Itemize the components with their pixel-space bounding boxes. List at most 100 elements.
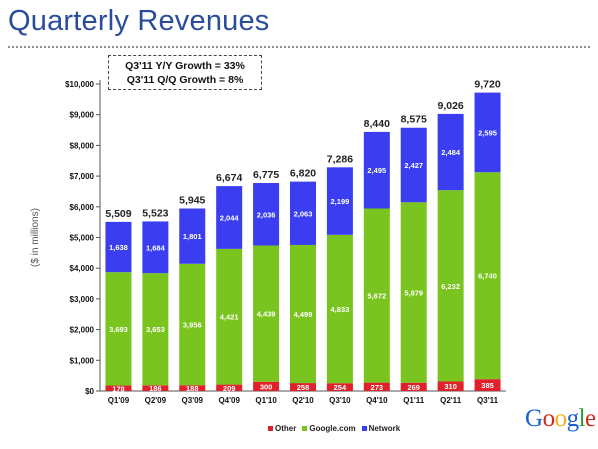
bar-network — [105, 221, 132, 273]
bar-google-com — [474, 172, 501, 380]
bar-network — [474, 92, 501, 173]
data-label-network: 1,801 — [183, 232, 202, 241]
total-label: 5,509 — [105, 208, 131, 220]
google-logo: Google — [525, 405, 596, 433]
bar-network — [437, 113, 464, 191]
legend-swatch-other — [268, 426, 273, 431]
logo-letter: e — [585, 405, 596, 432]
data-label-google-com: 3,956 — [183, 321, 202, 330]
y-tick-label: $0 — [85, 387, 94, 396]
y-tick-label: $6,000 — [70, 203, 95, 212]
data-label-google-com: 3,693 — [109, 325, 128, 334]
bar-google-com — [290, 244, 316, 384]
bar-other — [179, 385, 206, 391]
data-label-network: 2,595 — [478, 128, 497, 137]
y-tick-label: $1,000 — [70, 356, 95, 365]
legend-label-network: Network — [368, 424, 401, 433]
legend: Other Google.com Network — [268, 424, 400, 433]
total-label: 5,523 — [142, 207, 168, 219]
bar-other — [326, 383, 353, 391]
total-label: 6,674 — [216, 172, 242, 184]
x-tick-label: Q1'11 — [403, 396, 425, 405]
x-tick-label: Q3'10 — [329, 396, 351, 405]
logo-letter: G — [525, 405, 543, 432]
y-tick-label: $9,000 — [70, 111, 95, 120]
total-label: 6,820 — [290, 168, 316, 180]
bar-other — [105, 385, 132, 391]
bar-network — [253, 183, 280, 246]
data-label-other: 310 — [444, 382, 457, 391]
data-label-other: 186 — [149, 384, 162, 393]
bar-network — [179, 208, 206, 264]
legend-swatch-google-com — [302, 426, 308, 431]
y-tick-label: $8,000 — [70, 141, 95, 150]
legend-label-google-com: Google.com — [309, 424, 356, 433]
data-label-other: 273 — [371, 383, 384, 392]
data-label-network: 2,063 — [294, 209, 313, 218]
x-tick-label: Q2'10 — [292, 396, 314, 405]
data-label-other: 269 — [407, 383, 420, 392]
y-tick-label: $7,000 — [70, 172, 95, 181]
data-label-network: 2,427 — [404, 161, 423, 170]
bar-network — [216, 186, 243, 249]
data-label-other: 385 — [481, 381, 494, 390]
bar-other — [363, 382, 390, 391]
legend-swatch-network — [361, 426, 367, 431]
data-label-other: 178 — [112, 384, 125, 393]
bar-google-com — [216, 248, 243, 385]
total-label: 7,286 — [327, 153, 353, 165]
data-label-google-com: 6,740 — [478, 272, 497, 281]
data-label-google-com: 4,421 — [220, 313, 239, 322]
total-label: 5,945 — [179, 194, 205, 206]
data-label-network: 1,684 — [146, 243, 166, 252]
data-label-other: 258 — [297, 383, 310, 392]
bar-network — [400, 127, 427, 203]
data-label-other: 254 — [334, 383, 347, 392]
x-tick-label: Q3'09 — [182, 396, 204, 405]
x-tick-label: Q1'09 — [108, 396, 130, 405]
data-label-network: 2,199 — [331, 197, 350, 206]
y-tick-label: $10,000 — [65, 80, 94, 89]
data-label-other: 209 — [223, 384, 236, 393]
qoq-growth-text: Q3'11 Q/Q Growth = 8% — [126, 74, 244, 86]
total-label: 6,775 — [253, 169, 279, 181]
logo-letter: g — [566, 405, 580, 432]
bar-google-com — [437, 190, 464, 382]
y-tick-label: $5,000 — [70, 234, 95, 243]
y-tick-label: $2,000 — [70, 326, 95, 335]
bar-network — [142, 221, 169, 274]
data-label-google-com: 4,499 — [294, 310, 313, 319]
y-tick-label: $3,000 — [70, 295, 95, 304]
x-tick-label: Q3'11 — [477, 396, 499, 405]
x-tick-label: Q4'10 — [366, 396, 388, 405]
data-label-network: 2,484 — [441, 148, 461, 157]
data-label-google-com: 3,653 — [146, 325, 165, 334]
data-label-other: 300 — [260, 382, 273, 391]
total-label: 9,720 — [474, 79, 500, 91]
bar-network — [290, 181, 316, 245]
x-tick-label: Q2'11 — [440, 396, 462, 405]
bar-google-com — [105, 272, 132, 386]
x-tick-label: Q4'09 — [218, 396, 240, 405]
bar-google-com — [142, 273, 169, 386]
data-label-google-com: 5,879 — [404, 288, 423, 297]
data-label-network: 2,044 — [220, 213, 240, 222]
x-tick-label: Q1'10 — [255, 396, 277, 405]
bar-other — [290, 383, 316, 391]
bar-other — [437, 381, 464, 391]
data-label-network: 2,495 — [367, 166, 386, 175]
growth-annotation: Q3'11 Y/Y Growth = 33% Q3'11 Q/Q Growth … — [108, 55, 262, 90]
x-tick-label: Q2'09 — [145, 396, 167, 405]
bar-network — [326, 167, 353, 235]
y-axis-label: ($ in millions) — [30, 208, 41, 267]
bar-google-com — [363, 208, 390, 383]
total-label: 9,026 — [437, 100, 463, 112]
logo-letter: o — [554, 405, 568, 432]
legend-item-google-com: Google.com — [302, 424, 356, 433]
data-label-google-com: 4,439 — [257, 310, 276, 319]
bar-other — [253, 381, 280, 391]
legend-label-other: Other — [275, 424, 297, 433]
bar-other — [142, 385, 169, 391]
data-label-network: 2,036 — [257, 210, 276, 219]
